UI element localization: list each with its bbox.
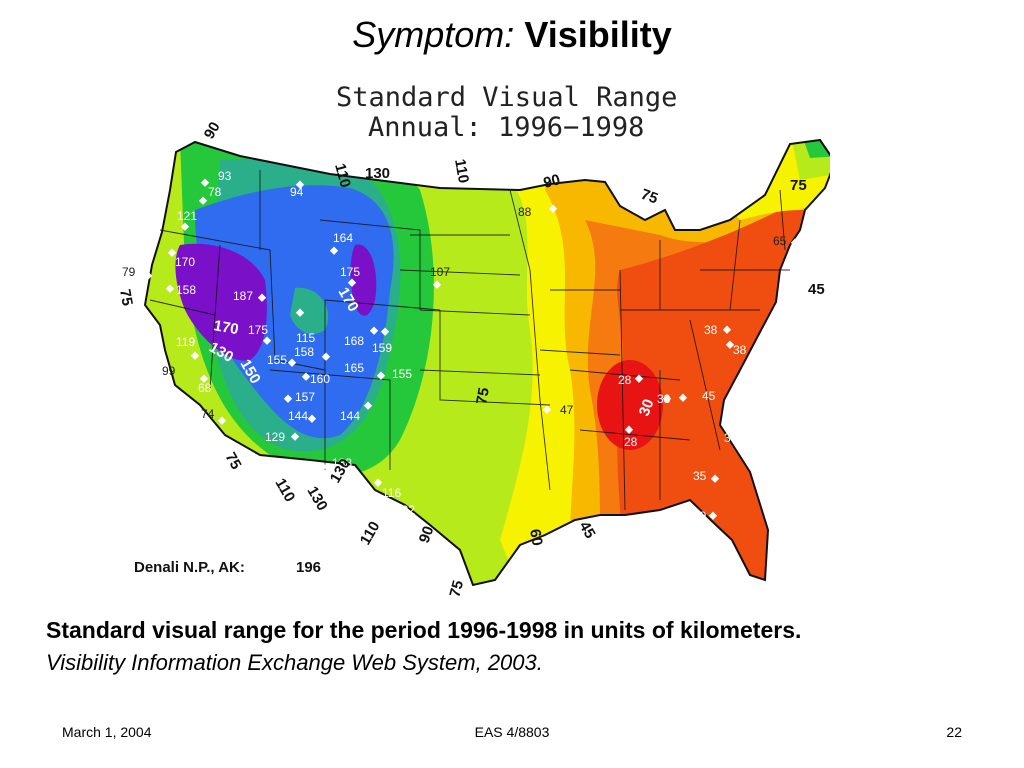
us-outline [143,138,830,587]
site-label: 155 [392,367,412,381]
site-label: 155 [267,353,287,367]
map-svg: Standard Visual Range Annual: 1996−1998 [116,82,830,600]
map-heading-line2: Annual: 1996−1998 [368,112,644,143]
site-label: 160 [310,372,330,386]
site-label: 115 [296,331,315,345]
site-label: 88 [518,205,532,219]
caption-description: Standard visual range for the period 199… [46,617,802,643]
isoline-label: 110 [331,162,354,190]
visual-range-map: Standard Visual Range Annual: 1996−1998 [100,70,830,610]
title-bold: Visibility [524,14,672,55]
site-label: 157 [295,390,315,404]
footer-date: March 1, 2004 [62,724,152,740]
slide-title: Symptom: Visibility [0,14,1024,56]
isoline-label: 75 [446,579,467,600]
site-label: 34 [724,431,738,445]
site-label: 93 [218,169,232,183]
map-heading-line1: Standard Visual Range [336,82,677,113]
site-value-labels: 93 78 121 94 170 158 187 175 119 99 68 7… [122,169,787,523]
isoline-label: 45 [576,519,599,542]
denali-value: 196 [296,559,321,576]
isoline-label: 110 [357,519,384,548]
site-label: 47 [560,403,574,417]
site-label: 35 [693,469,707,483]
site-label: 39 [693,509,707,523]
site-label: 187 [233,289,253,303]
isoline-label: 110 [272,476,299,505]
site-label: 159 [372,341,392,355]
site-label: 99 [162,364,176,378]
isoline-label: 75 [222,450,245,473]
isoline-label: 75 [639,186,660,208]
site-label: 74 [201,407,215,421]
isoline-label: 130 [304,484,331,514]
footer-page-number: 22 [946,724,962,740]
site-label: 38 [733,343,747,357]
site-label: 158 [294,345,314,359]
isoline-label: 90 [416,524,438,545]
site-label: 102 [395,503,415,517]
state-borders [149,170,790,511]
site-label: 45 [702,389,716,403]
isoline-label: 90 [542,171,563,192]
site-label: 28 [618,373,632,387]
site-label: 158 [176,283,196,297]
site-label: 116 [382,486,401,500]
site-markers [143,178,800,520]
site-label: 28 [624,435,638,449]
title-italic: Symptom: [352,14,515,55]
isoline-label: 75 [473,386,493,405]
site-label: 68 [198,381,212,395]
isoline-label: 45 [808,281,825,298]
site-label: 144 [288,409,308,423]
site-label: 94 [290,185,304,199]
site-label: 168 [344,334,364,348]
site-label: 170 [175,255,195,269]
isoline-label: 170 [212,317,240,338]
isoline-label: 130 [365,165,390,182]
site-label: 119 [176,335,195,349]
isoline-label: 30 [636,397,658,418]
isoline-label: 90 [201,119,224,142]
isoline-label: 60 [526,528,546,547]
denali-label: Denali N.P., AK: [134,559,245,576]
site-label: 38 [657,392,671,406]
caption-source: Visibility Information Exchange Web Syst… [46,650,543,675]
footer-course: EAS 4/8803 [474,724,550,740]
isoline-label: 110 [451,158,472,185]
site-label: 138 [332,456,352,470]
site-label: 165 [344,361,364,375]
site-label: 129 [265,430,285,444]
site-label: 79 [122,265,136,279]
site-label: 144 [340,409,360,423]
site-label: 164 [333,231,353,245]
isoline-label: 75 [116,288,136,307]
site-label: 65 [773,234,787,248]
site-label: 38 [704,323,718,337]
site-label: 121 [177,209,197,223]
isoline-label: 75 [790,177,807,194]
site-label: 107 [430,265,450,279]
site-label: 175 [340,265,360,279]
site-label: 78 [208,185,222,199]
site-label: 175 [248,323,268,337]
